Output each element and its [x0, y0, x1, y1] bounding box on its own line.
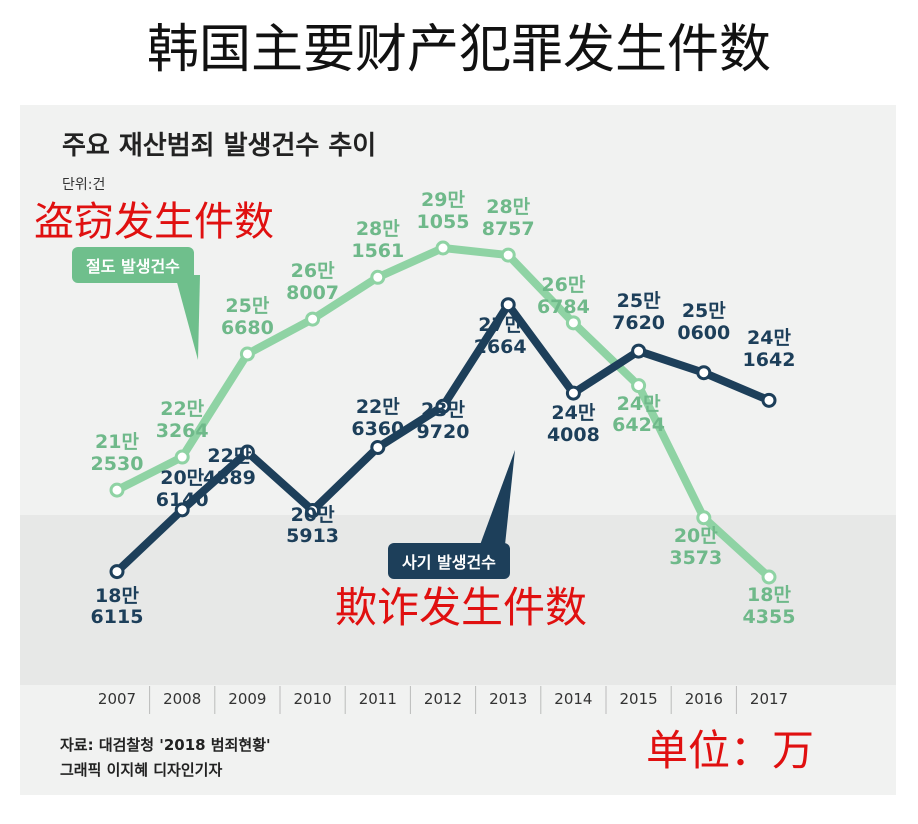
data-point	[174, 502, 190, 518]
x-tick-label: 2017	[749, 690, 789, 708]
data-point	[370, 269, 386, 285]
x-tick-label: 2015	[619, 690, 658, 708]
source: 그래픽 이지혜 디자인기자	[60, 761, 223, 779]
unit-note: 단위:건	[62, 177, 106, 193]
data-point	[500, 247, 516, 263]
data-point	[109, 564, 125, 580]
data-label: 20만 5913	[286, 503, 340, 548]
x-tick-label: 2009	[228, 690, 267, 708]
data-label: 25만 6680	[220, 294, 274, 339]
annotation: 单位：万	[646, 726, 815, 775]
x-tick-label: 2012	[423, 690, 463, 708]
data-label: 24만 6424	[612, 392, 666, 437]
data-point	[761, 392, 777, 408]
data-point	[239, 346, 255, 362]
data-label: 28만 1561	[351, 218, 405, 263]
subtitle: 주요 재산범죄 발생건수 추이	[62, 131, 377, 161]
data-point	[174, 449, 190, 465]
x-tick-label: 2014	[554, 690, 593, 708]
data-label: 22만 3264	[155, 398, 209, 442]
data-label: 18만 4355	[742, 584, 796, 628]
data-point	[565, 385, 581, 401]
chart-title: 韩国主要财产犯罪发生件数	[146, 20, 771, 80]
data-point	[696, 365, 712, 381]
series-callout: 사기 발생건수	[388, 543, 510, 579]
data-point	[435, 398, 451, 414]
data-label: 22만 6360	[351, 396, 405, 441]
data-label: 28만 8757	[481, 196, 535, 240]
data-point	[631, 343, 647, 359]
data-label: 25만 0600	[677, 299, 731, 344]
annotation: 欺诈发生件数	[335, 583, 588, 632]
data-point	[370, 439, 386, 455]
data-label: 25만 7620	[612, 290, 666, 334]
x-tick-label: 2010	[293, 690, 332, 708]
x-tick-label: 2013	[489, 690, 528, 708]
x-tick-label: 2016	[684, 690, 723, 708]
data-point	[239, 444, 255, 460]
x-tick-label: 2008	[163, 690, 202, 708]
source: 자료: 대검찰청 '2018 범죄현황'	[60, 736, 271, 754]
data-point	[631, 378, 647, 394]
x-tick-label: 2011	[358, 690, 397, 708]
callout-pointer	[175, 275, 200, 360]
data-point	[435, 240, 451, 256]
data-label: 20만 6140	[155, 466, 209, 511]
data-label: 22만 4889	[202, 445, 256, 489]
data-label: 20만 3573	[669, 524, 723, 569]
data-point	[305, 503, 321, 519]
callout-pointer	[480, 450, 515, 545]
data-label: 24만 4008	[546, 402, 600, 446]
data-label: 24만 1642	[742, 327, 796, 372]
data-label: 27만 2664	[473, 313, 527, 358]
data-label: 21만 2530	[90, 431, 144, 475]
data-label: 23만 9720	[416, 399, 470, 444]
data-label: 26만 6784	[536, 273, 590, 318]
annotation: 盗窃发生件数	[34, 199, 274, 245]
series-callout: 절도 발생건수	[72, 247, 194, 283]
data-point	[565, 315, 581, 331]
data-label: 29만 1055	[416, 189, 470, 233]
data-point	[761, 569, 777, 585]
data-point	[109, 482, 125, 498]
data-label: 26만 8007	[286, 260, 340, 304]
data-point	[696, 510, 712, 526]
x-tick-label: 2007	[97, 690, 137, 708]
data-point	[305, 311, 321, 327]
data-point	[500, 297, 516, 313]
data-label: 18만 6115	[90, 584, 144, 629]
